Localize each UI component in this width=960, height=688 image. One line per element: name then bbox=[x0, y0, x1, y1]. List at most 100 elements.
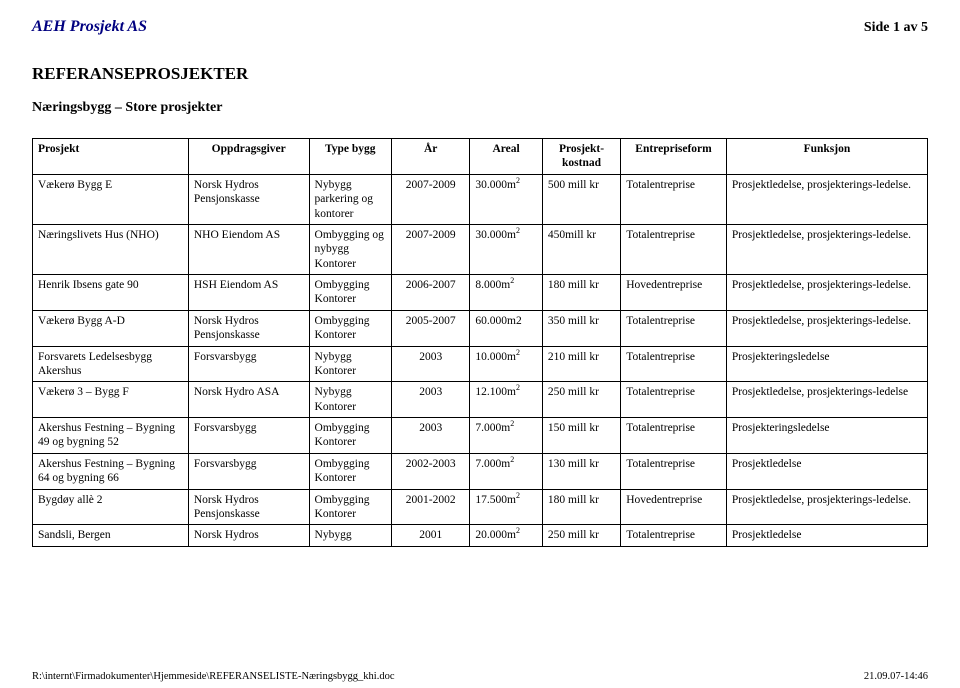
cell-entr: Totalentreprise bbox=[621, 174, 727, 224]
cell-entr: Totalentreprise bbox=[621, 310, 727, 346]
cell-entr: Totalentreprise bbox=[621, 418, 727, 454]
cell-prosjekt: Vækerø Bygg E bbox=[33, 174, 189, 224]
cell-type: Nybygg Kontorer bbox=[309, 382, 391, 418]
cell-ar: 2005-2007 bbox=[391, 310, 469, 346]
cell-prosjekt: Bygdøy allè 2 bbox=[33, 489, 189, 525]
cell-entr: Totalentreprise bbox=[621, 346, 727, 382]
cell-funk: Prosjektledelse, prosjekterings-ledelse. bbox=[726, 275, 927, 311]
areal-superscript: 2 bbox=[516, 176, 520, 185]
cell-type: Ombygging Kontorer bbox=[309, 418, 391, 454]
cell-prosjekt: Forsvarets Ledelsesbygg Akershus bbox=[33, 346, 189, 382]
header-row: AEH Prosjekt AS Side 1 av 5 bbox=[32, 18, 928, 36]
cell-funk: Prosjektledelse bbox=[726, 453, 927, 489]
cell-ar: 2007-2009 bbox=[391, 174, 469, 224]
cell-entr: Totalentreprise bbox=[621, 525, 727, 546]
table-row: Henrik Ibsens gate 90HSH Eiendom ASOmbyg… bbox=[33, 275, 928, 311]
cell-oppdragsgiver: Norsk Hydros Pensjonskasse bbox=[188, 174, 309, 224]
cell-areal: 30.000m2 bbox=[470, 224, 542, 274]
page-number: Side 1 av 5 bbox=[864, 20, 928, 36]
cell-funk: Prosjektledelse, prosjekterings-ledelse. bbox=[726, 174, 927, 224]
cell-kost: 250 mill kr bbox=[542, 525, 620, 546]
table-body: Vækerø Bygg ENorsk Hydros PensjonskasseN… bbox=[33, 174, 928, 546]
table-row: Vækerø 3 – Bygg FNorsk Hydro ASANybygg K… bbox=[33, 382, 928, 418]
areal-superscript: 2 bbox=[510, 276, 514, 285]
cell-prosjekt: Akershus Festning – Bygning 64 og bygnin… bbox=[33, 453, 189, 489]
table-row: Bygdøy allè 2Norsk Hydros PensjonskasseO… bbox=[33, 489, 928, 525]
footer-filepath: R:\internt\Firmadokumenter\Hjemmeside\RE… bbox=[32, 671, 395, 682]
table-header: Prosjekt Oppdragsgiver Type bygg År Area… bbox=[33, 139, 928, 175]
cell-type: Nybygg parkering og kontorer bbox=[309, 174, 391, 224]
cell-ar: 2003 bbox=[391, 382, 469, 418]
cell-entr: Hovedentreprise bbox=[621, 489, 727, 525]
table-row: Forsvarets Ledelsesbygg AkershusForsvars… bbox=[33, 346, 928, 382]
document-page: AEH Prosjekt AS Side 1 av 5 REFERANSEPRO… bbox=[0, 0, 960, 547]
cell-funk: Prosjektledelse bbox=[726, 525, 927, 546]
cell-kost: 180 mill kr bbox=[542, 275, 620, 311]
cell-oppdragsgiver: Norsk Hydros bbox=[188, 525, 309, 546]
cell-type: Ombygging Kontorer bbox=[309, 310, 391, 346]
areal-superscript: 2 bbox=[516, 526, 520, 535]
cell-ar: 2007-2009 bbox=[391, 224, 469, 274]
areal-superscript: 2 bbox=[516, 491, 520, 500]
cell-areal: 12.100m2 bbox=[470, 382, 542, 418]
cell-prosjekt: Henrik Ibsens gate 90 bbox=[33, 275, 189, 311]
cell-funk: Prosjektledelse, prosjekterings-ledelse. bbox=[726, 310, 927, 346]
cell-funk: Prosjektledelse, prosjekterings-ledelse. bbox=[726, 489, 927, 525]
cell-kost: 500 mill kr bbox=[542, 174, 620, 224]
table-row: Næringslivets Hus (NHO)NHO Eiendom ASOmb… bbox=[33, 224, 928, 274]
col-header-oppdragsgiver: Oppdragsgiver bbox=[188, 139, 309, 175]
cell-areal: 60.000m2 bbox=[470, 310, 542, 346]
page-title: REFERANSEPROSJEKTER bbox=[32, 64, 928, 84]
areal-superscript: 2 bbox=[510, 455, 514, 464]
areal-superscript: 2 bbox=[516, 383, 520, 392]
cell-funk: Prosjekteringsledelse bbox=[726, 346, 927, 382]
cell-ar: 2002-2003 bbox=[391, 453, 469, 489]
table-header-row: Prosjekt Oppdragsgiver Type bygg År Area… bbox=[33, 139, 928, 175]
company-name: AEH Prosjekt AS bbox=[32, 18, 147, 36]
cell-ar: 2006-2007 bbox=[391, 275, 469, 311]
cell-entr: Totalentreprise bbox=[621, 224, 727, 274]
cell-oppdragsgiver: HSH Eiendom AS bbox=[188, 275, 309, 311]
col-header-funksjon: Funksjon bbox=[726, 139, 927, 175]
areal-superscript: 2 bbox=[510, 419, 514, 428]
footer-datetime: 21.09.07-14:46 bbox=[864, 671, 928, 682]
table-row: Vækerø Bygg A-DNorsk Hydros Pensjonskass… bbox=[33, 310, 928, 346]
cell-type: Nybygg bbox=[309, 525, 391, 546]
cell-entr: Hovedentreprise bbox=[621, 275, 727, 311]
col-header-areal: Areal bbox=[470, 139, 542, 175]
cell-areal: 7.000m2 bbox=[470, 453, 542, 489]
cell-type: Nybygg Kontorer bbox=[309, 346, 391, 382]
cell-ar: 2001 bbox=[391, 525, 469, 546]
table-row: Vækerø Bygg ENorsk Hydros PensjonskasseN… bbox=[33, 174, 928, 224]
cell-entr: Totalentreprise bbox=[621, 453, 727, 489]
cell-areal: 8.000m2 bbox=[470, 275, 542, 311]
cell-ar: 2003 bbox=[391, 418, 469, 454]
cell-prosjekt: Akershus Festning – Bygning 49 og bygnin… bbox=[33, 418, 189, 454]
col-header-kostnad: Prosjekt-kostnad bbox=[542, 139, 620, 175]
cell-oppdragsgiver: Forsvarsbygg bbox=[188, 453, 309, 489]
cell-type: Ombygging og nybygg Kontorer bbox=[309, 224, 391, 274]
cell-prosjekt: Næringslivets Hus (NHO) bbox=[33, 224, 189, 274]
cell-kost: 210 mill kr bbox=[542, 346, 620, 382]
cell-funk: Prosjekteringsledelse bbox=[726, 418, 927, 454]
cell-funk: Prosjektledelse, prosjekterings-ledelse bbox=[726, 382, 927, 418]
cell-kost: 180 mill kr bbox=[542, 489, 620, 525]
cell-kost: 150 mill kr bbox=[542, 418, 620, 454]
cell-oppdragsgiver: Norsk Hydros Pensjonskasse bbox=[188, 310, 309, 346]
cell-prosjekt: Vækerø 3 – Bygg F bbox=[33, 382, 189, 418]
table-row: Sandsli, BergenNorsk HydrosNybygg200120.… bbox=[33, 525, 928, 546]
col-header-prosjekt: Prosjekt bbox=[33, 139, 189, 175]
cell-entr: Totalentreprise bbox=[621, 382, 727, 418]
footer: R:\internt\Firmadokumenter\Hjemmeside\RE… bbox=[32, 671, 928, 682]
col-header-entrepriseform: Entrepriseform bbox=[621, 139, 727, 175]
cell-kost: 450mill kr bbox=[542, 224, 620, 274]
cell-areal: 20.000m2 bbox=[470, 525, 542, 546]
cell-oppdragsgiver: Norsk Hydros Pensjonskasse bbox=[188, 489, 309, 525]
projects-table: Prosjekt Oppdragsgiver Type bygg År Area… bbox=[32, 138, 928, 547]
cell-oppdragsgiver: NHO Eiendom AS bbox=[188, 224, 309, 274]
col-header-type: Type bygg bbox=[309, 139, 391, 175]
cell-areal: 7.000m2 bbox=[470, 418, 542, 454]
page-subtitle: Næringsbygg – Store prosjekter bbox=[32, 100, 928, 116]
cell-oppdragsgiver: Forsvarsbygg bbox=[188, 346, 309, 382]
cell-oppdragsgiver: Norsk Hydro ASA bbox=[188, 382, 309, 418]
